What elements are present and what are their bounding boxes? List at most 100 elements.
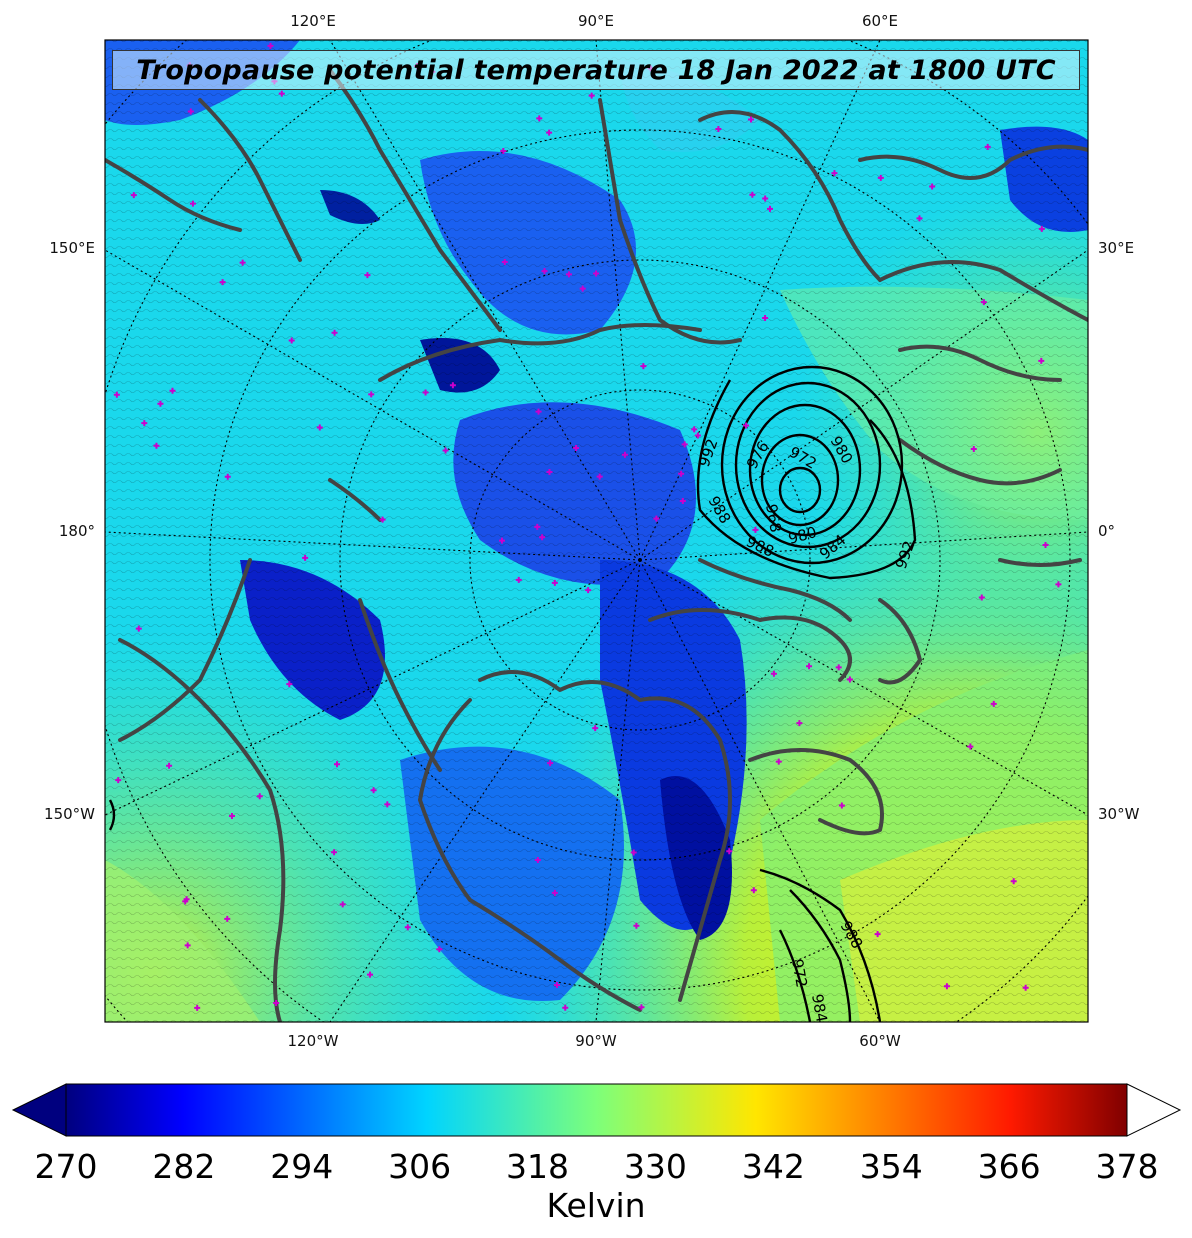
station-marker bbox=[653, 515, 660, 522]
station-marker bbox=[640, 363, 647, 370]
isobar-label: 968 bbox=[762, 503, 785, 534]
station-marker bbox=[546, 469, 553, 476]
station-marker bbox=[273, 1000, 280, 1007]
station-marker bbox=[286, 681, 293, 688]
station-marker bbox=[194, 1004, 201, 1011]
station-marker bbox=[535, 408, 542, 415]
colorbar-tick-label: 282 bbox=[152, 1147, 216, 1186]
station-marker bbox=[228, 813, 235, 820]
axis-label-bottom: 60°W bbox=[859, 1032, 901, 1050]
station-marker bbox=[762, 195, 769, 202]
station-marker bbox=[442, 447, 449, 454]
station-marker bbox=[749, 191, 756, 198]
colorbar-tick-label: 270 bbox=[34, 1147, 98, 1186]
station-marker bbox=[553, 981, 560, 988]
station-marker bbox=[267, 42, 274, 49]
station-marker bbox=[367, 971, 374, 978]
station-marker bbox=[877, 174, 884, 181]
station-marker bbox=[189, 200, 196, 207]
station-marker bbox=[766, 205, 773, 212]
colorbar-extend-high bbox=[1126, 1083, 1182, 1137]
station-marker bbox=[157, 400, 164, 407]
station-marker bbox=[579, 285, 586, 292]
station-marker bbox=[153, 442, 160, 449]
station-marker bbox=[573, 445, 580, 452]
station-marker bbox=[551, 579, 558, 586]
station-marker bbox=[219, 279, 226, 286]
station-marker bbox=[384, 801, 391, 808]
station-marker bbox=[585, 587, 592, 594]
isobar-label: 984 bbox=[808, 993, 831, 1024]
station-marker bbox=[449, 382, 456, 389]
station-marker bbox=[630, 849, 637, 856]
station-marker bbox=[500, 147, 507, 154]
station-marker bbox=[184, 942, 191, 949]
station-marker bbox=[422, 389, 429, 396]
axis-label-top: 60°E bbox=[861, 12, 899, 30]
axis-label-left: 180° bbox=[58, 522, 95, 540]
axis-label-top: 120°E bbox=[290, 12, 336, 30]
station-marker bbox=[596, 473, 603, 480]
station-marker bbox=[334, 761, 341, 768]
axis-label-bottom: 90°W bbox=[575, 1032, 617, 1050]
station-marker bbox=[182, 898, 189, 905]
axis-label-right: 30°W bbox=[1098, 805, 1140, 823]
station-marker bbox=[835, 664, 842, 671]
axis-label-right: 30°E bbox=[1098, 239, 1135, 257]
station-marker bbox=[141, 420, 148, 427]
station-marker bbox=[1038, 225, 1045, 232]
colorbar-tick-label: 342 bbox=[741, 1147, 805, 1186]
station-marker bbox=[515, 576, 522, 583]
axis-label-right: 0° bbox=[1098, 522, 1116, 540]
station-marker bbox=[534, 856, 541, 863]
station-marker bbox=[115, 777, 122, 784]
station-marker bbox=[436, 946, 443, 953]
station-marker bbox=[752, 526, 759, 533]
station-marker bbox=[113, 391, 120, 398]
station-marker bbox=[621, 451, 628, 458]
colorbar-gradient bbox=[65, 1083, 1128, 1137]
station-marker bbox=[536, 115, 543, 122]
station-marker bbox=[748, 116, 755, 123]
station-marker bbox=[541, 268, 548, 275]
station-marker bbox=[715, 125, 722, 132]
station-marker bbox=[501, 258, 508, 265]
colorbar bbox=[11, 1083, 1182, 1137]
station-marker bbox=[169, 387, 176, 394]
station-marker bbox=[990, 700, 997, 707]
station-marker bbox=[166, 762, 173, 769]
colorbar-tick-label: 378 bbox=[1095, 1147, 1159, 1186]
station-marker bbox=[593, 270, 600, 277]
station-marker bbox=[633, 922, 640, 929]
station-marker bbox=[302, 554, 309, 561]
station-marker bbox=[806, 663, 813, 670]
station-marker bbox=[694, 432, 701, 439]
station-marker bbox=[551, 889, 558, 896]
station-marker bbox=[679, 497, 686, 504]
station-marker bbox=[1055, 581, 1062, 588]
colorbar-tick-label: 330 bbox=[623, 1147, 687, 1186]
station-marker bbox=[726, 848, 733, 855]
colorbar-tick-label: 366 bbox=[977, 1147, 1041, 1186]
station-marker bbox=[534, 523, 541, 530]
station-marker bbox=[224, 915, 231, 922]
axis-label-bottom: 120°W bbox=[287, 1032, 339, 1050]
colorbar-extend-low bbox=[11, 1083, 67, 1137]
isobar-label: 972 bbox=[788, 958, 811, 989]
station-marker bbox=[970, 446, 977, 453]
station-marker bbox=[224, 473, 231, 480]
station-marker bbox=[978, 594, 985, 601]
title-box: Tropopause potential temperature 18 Jan … bbox=[112, 50, 1080, 90]
station-marker bbox=[368, 391, 375, 398]
colorbar-unit-label: Kelvin bbox=[546, 1186, 646, 1225]
station-marker bbox=[331, 329, 338, 336]
station-marker bbox=[1022, 984, 1029, 991]
station-marker bbox=[562, 1004, 569, 1011]
station-marker bbox=[364, 272, 371, 279]
station-marker bbox=[239, 259, 246, 266]
station-marker bbox=[750, 887, 757, 894]
colorbar-tick-label: 354 bbox=[859, 1147, 923, 1186]
station-marker bbox=[980, 299, 987, 306]
station-marker bbox=[339, 901, 346, 908]
